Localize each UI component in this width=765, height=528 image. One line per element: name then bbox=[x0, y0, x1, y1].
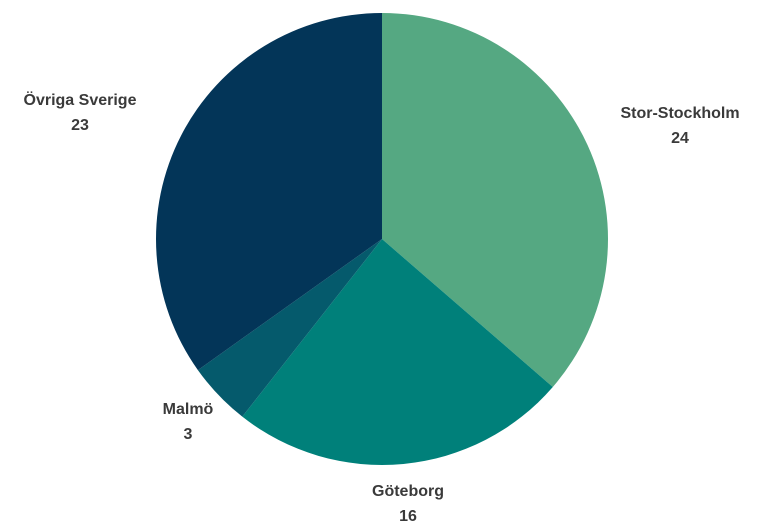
pie-slices bbox=[156, 13, 609, 466]
pie-slice-malmo bbox=[197, 239, 382, 417]
pie-slice-stor-stockholm bbox=[382, 13, 609, 387]
pie-labels: Stor-Stockholm 24 Göteborg 16 Malmö 3 Övriga S… bbox=[24, 90, 740, 525]
slice-label-ovriga-sverige: Övriga Sverige bbox=[24, 90, 137, 109]
slice-value-goteborg: 16 bbox=[399, 508, 417, 525]
slice-label-stor-stockholm: Stor-Stockholm bbox=[620, 105, 739, 122]
pie-slice-ovriga-sverige bbox=[156, 13, 382, 371]
slice-label-goteborg: Göteborg bbox=[372, 483, 444, 500]
slice-value-stor-stockholm: 24 bbox=[671, 130, 689, 147]
pie-slice-goteborg bbox=[242, 239, 553, 466]
slice-value-ovriga-sverige: 23 bbox=[71, 117, 89, 134]
slice-value-malmo: 3 bbox=[184, 426, 193, 443]
slice-label-malmo: Malmö bbox=[163, 401, 214, 418]
